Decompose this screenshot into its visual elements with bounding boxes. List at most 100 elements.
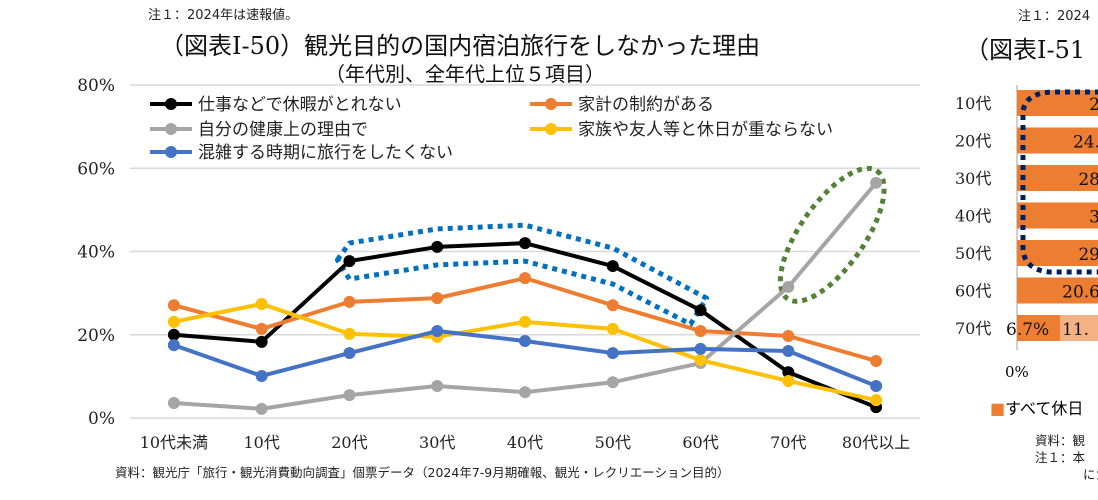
data-point bbox=[167, 328, 180, 341]
x-tick-label: 10代 bbox=[243, 433, 279, 452]
right-bar-chart: 10代 2 20代 24. 30代 28 40代 3 50代 29 60代 20.6 70代 6.7% 11… bbox=[955, 85, 1098, 350]
data-point bbox=[870, 379, 883, 392]
data-point bbox=[343, 255, 356, 268]
data-point bbox=[782, 374, 795, 387]
data-point bbox=[519, 386, 531, 399]
right-source2: 注１：本 bbox=[1035, 450, 1086, 465]
y-tick-label: 0% bbox=[88, 409, 115, 429]
data-point bbox=[255, 322, 268, 335]
data-point bbox=[343, 347, 356, 360]
legend-marker bbox=[165, 123, 177, 135]
legend-marker bbox=[545, 123, 557, 135]
legend-label: 混雑する時期に旅行をしたくない bbox=[198, 143, 453, 163]
line-chart: 0% 20% 40% 60% 80% 10代未満 10代 20代 30代 40代 50代 60代 70代… bbox=[77, 76, 920, 452]
y-tick-label: 40% bbox=[77, 243, 115, 263]
data-point bbox=[431, 379, 444, 392]
data-point bbox=[782, 366, 795, 379]
data-point bbox=[606, 299, 619, 312]
legend-label: 仕事などで休暇がとれない bbox=[198, 95, 402, 115]
right-bar-light bbox=[1060, 315, 1098, 341]
right-row-label: 20代 bbox=[955, 132, 991, 151]
data-point bbox=[606, 347, 619, 360]
y-tick-label: 20% bbox=[77, 326, 115, 346]
data-point bbox=[343, 295, 356, 308]
data-point bbox=[255, 297, 268, 310]
x-tick-label: 30代 bbox=[419, 433, 455, 452]
legend-label: 家計の制約がある bbox=[578, 95, 714, 115]
chart-title: （図表Ⅰ-50）観光目的の国内宿泊旅行をしなかった理由 bbox=[160, 32, 761, 60]
right-row-label: 70代 bbox=[955, 319, 991, 338]
data-point bbox=[343, 327, 356, 340]
right-row-label: 10代 bbox=[955, 94, 991, 113]
data-point bbox=[694, 325, 707, 338]
right-note-top: 注１：2024 bbox=[1018, 9, 1091, 24]
right-axis-zero: 0% bbox=[1005, 363, 1029, 381]
legend-marker bbox=[545, 98, 557, 110]
y-tick-label: 80% bbox=[77, 76, 115, 96]
right-row-label: 40代 bbox=[955, 207, 991, 226]
right-legend-label: すべて休日 bbox=[1005, 399, 1084, 418]
data-point bbox=[782, 329, 795, 342]
right-bar bbox=[1017, 240, 1098, 266]
legend-label: 自分の健康上の理由で bbox=[198, 120, 368, 140]
chart-subtitle: （年代別、全年代上位５項目） bbox=[325, 62, 605, 86]
right-bar-value: 6.7% bbox=[1006, 320, 1049, 340]
right-bar-value: 3 bbox=[1089, 208, 1098, 228]
annotation-ellipse-blue bbox=[334, 222, 710, 327]
data-point bbox=[606, 376, 619, 389]
data-point bbox=[519, 237, 531, 250]
right-bar bbox=[1017, 127, 1098, 154]
right-title: （図表Ⅰ-51 bbox=[965, 36, 1086, 64]
data-point bbox=[694, 354, 707, 367]
right-source3: にカ bbox=[1083, 467, 1098, 482]
data-point bbox=[167, 397, 180, 410]
x-tick-label: 10代未満 bbox=[140, 433, 208, 452]
data-point bbox=[606, 322, 619, 335]
data-point bbox=[870, 354, 883, 367]
data-point bbox=[167, 339, 180, 352]
x-tick-label: 80代以上 bbox=[842, 433, 910, 452]
source-note: 資料：観光庁「旅行・観光消費動向調査」個票データ（2024年7-9月期確報、観光… bbox=[115, 465, 730, 480]
x-tick-label: 50代 bbox=[595, 433, 631, 452]
data-point bbox=[782, 344, 795, 357]
data-point bbox=[694, 342, 707, 355]
x-tick-label: 70代 bbox=[770, 433, 806, 452]
y-tick-label: 60% bbox=[77, 159, 115, 179]
data-point bbox=[431, 240, 444, 253]
data-point bbox=[343, 389, 356, 402]
x-tick-label: 20代 bbox=[331, 433, 367, 452]
note-top: 注１：2024年は速報値。 bbox=[148, 8, 299, 23]
right-bar-value: 11. bbox=[1062, 320, 1089, 340]
right-row-label: 30代 bbox=[955, 169, 991, 188]
right-bar-value: 29 bbox=[1078, 245, 1098, 265]
right-source1: 資料：観 bbox=[1035, 433, 1086, 448]
legend-swatch: ■ bbox=[990, 399, 1006, 418]
right-bar bbox=[1017, 277, 1098, 304]
data-point bbox=[519, 272, 531, 285]
data-point bbox=[694, 304, 707, 317]
data-point bbox=[167, 315, 180, 328]
right-bar bbox=[1017, 165, 1098, 191]
right-legend: ■すべて休日 bbox=[990, 395, 1083, 419]
data-point bbox=[870, 176, 883, 189]
data-point bbox=[255, 335, 268, 348]
right-bar-value: 28 bbox=[1078, 170, 1098, 190]
data-point bbox=[519, 315, 531, 328]
x-tick-label: 60代 bbox=[682, 433, 718, 452]
legend-label: 家族や友人等と休日が重ならない bbox=[578, 120, 833, 140]
right-annotation bbox=[1020, 89, 1098, 275]
data-point bbox=[167, 299, 180, 312]
right-bar bbox=[1017, 315, 1060, 341]
right-row-label: 60代 bbox=[955, 282, 991, 301]
annotation-ellipse-green bbox=[777, 165, 887, 304]
data-point bbox=[870, 394, 883, 407]
x-tick-label: 40代 bbox=[507, 433, 543, 452]
data-point bbox=[606, 260, 619, 273]
right-row-label: 50代 bbox=[955, 244, 991, 263]
legend-marker bbox=[165, 98, 177, 110]
right-bar-value: 2 bbox=[1089, 95, 1098, 115]
data-point bbox=[255, 402, 268, 415]
legend-marker bbox=[165, 146, 177, 158]
data-point bbox=[431, 325, 444, 338]
data-point bbox=[782, 280, 795, 293]
